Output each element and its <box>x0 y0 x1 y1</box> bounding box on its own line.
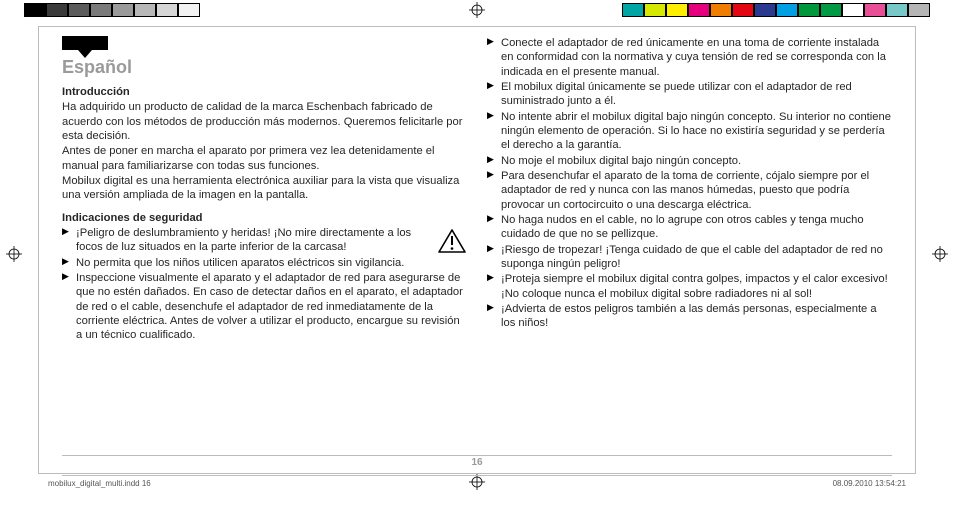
footer-timestamp: 08.09.2010 13:54:21 <box>833 479 906 488</box>
color-swatch <box>156 3 178 17</box>
color-swatch <box>644 3 666 17</box>
color-swatch <box>864 3 886 17</box>
language-title: Español <box>62 56 467 79</box>
safety-item: ¡Advierta de estos peligros también a la… <box>487 302 892 331</box>
safety-item: Inspeccione visualmente el aparato y el … <box>62 271 467 343</box>
color-swatch <box>886 3 908 17</box>
column-left: Español Introducción Ha adquirido un pro… <box>62 36 467 454</box>
safety-list-left: ¡Peligro de deslumbramiento y heridas! ¡… <box>62 226 467 343</box>
safety-item: ¡Proteja siempre el mobilux digital cont… <box>487 272 892 301</box>
intro-paragraph: Ha adquirido un producto de calidad de l… <box>62 100 467 143</box>
color-swatch <box>666 3 688 17</box>
intro-paragraph: Mobilux digital es una herramienta elect… <box>62 174 467 203</box>
footer-filename: mobilux_digital_multi.indd 16 <box>48 479 151 488</box>
intro-heading: Introducción <box>62 85 467 99</box>
color-swatch <box>24 3 46 17</box>
color-swatch <box>754 3 776 17</box>
color-swatch <box>178 3 200 17</box>
section-tab-icon <box>62 36 108 50</box>
safety-item: No permita que los niños utilicen aparat… <box>62 256 467 270</box>
color-swatch <box>820 3 842 17</box>
divider <box>62 455 892 456</box>
color-swatch <box>710 3 732 17</box>
safety-item: No intente abrir el mobilux digital bajo… <box>487 110 892 153</box>
color-swatch <box>908 3 930 17</box>
color-swatch <box>134 3 156 17</box>
color-swatch <box>68 3 90 17</box>
safety-heading: Indicaciones de seguridad <box>62 211 467 225</box>
safety-item: El mobilux digital únicamente se puede u… <box>487 80 892 109</box>
safety-list-right: Conecte el adaptador de red únicamente e… <box>487 36 892 331</box>
column-right: Conecte el adaptador de red únicamente e… <box>487 36 892 454</box>
safety-item: ¡Peligro de deslumbramiento y heridas! ¡… <box>62 226 467 255</box>
color-swatch <box>798 3 820 17</box>
registration-mark-icon <box>469 474 485 490</box>
color-swatch <box>112 3 134 17</box>
page-content: Español Introducción Ha adquirido un pro… <box>62 36 892 454</box>
color-swatch <box>776 3 798 17</box>
safety-item: No moje el mobilux digital bajo ningún c… <box>487 154 892 168</box>
color-swatch <box>46 3 68 17</box>
color-swatch <box>622 3 644 17</box>
color-swatch <box>688 3 710 17</box>
registration-mark-icon <box>6 246 22 262</box>
page-number: 16 <box>471 457 482 468</box>
color-swatch <box>842 3 864 17</box>
color-swatch <box>90 3 112 17</box>
safety-item: ¡Riesgo de tropezar! ¡Tenga cuidado de q… <box>487 243 892 272</box>
color-swatch <box>732 3 754 17</box>
safety-item: Conecte el adaptador de red únicamente e… <box>487 36 892 79</box>
intro-paragraph: Antes de poner en marcha el aparato por … <box>62 144 467 173</box>
safety-item: No haga nudos en el cable, no lo agrupe … <box>487 213 892 242</box>
safety-item: Para desenchufar el aparato de la toma d… <box>487 169 892 212</box>
registration-mark-icon <box>469 2 485 18</box>
divider <box>62 475 892 476</box>
registration-mark-icon <box>932 246 948 262</box>
